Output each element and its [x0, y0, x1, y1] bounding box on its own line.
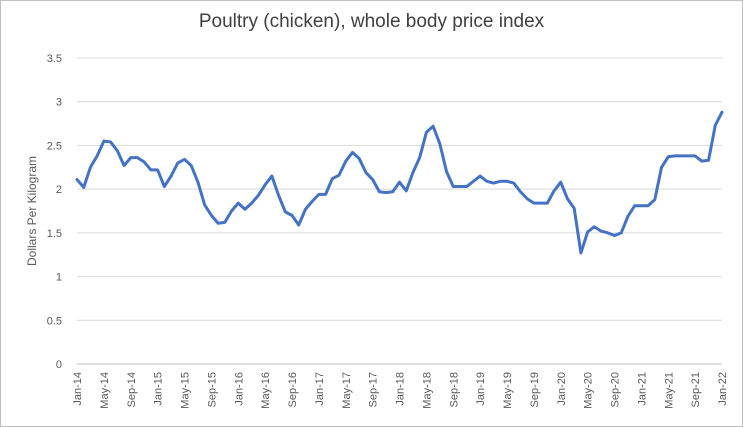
x-tick-label: Jan-18 [395, 372, 407, 406]
x-tick-label: May-19 [502, 372, 514, 409]
series-group [75, 110, 724, 255]
y-tick-label: 3.5 [47, 53, 62, 65]
x-tick-label: Jan-14 [72, 372, 84, 406]
y-axis-label: Dollars Per Kilogram [25, 156, 39, 266]
series-line [75, 110, 724, 255]
x-tick-label: Jan-19 [475, 372, 487, 406]
x-tick-label: May-16 [260, 372, 272, 409]
y-tick-label: 2 [56, 184, 62, 196]
x-tick-label: Jan-20 [556, 372, 568, 406]
y-tick-label: 0 [56, 359, 62, 371]
x-tick-label: Sep-15 [206, 372, 218, 407]
y-tick-label: 0.5 [47, 315, 62, 327]
x-tick-label: May-17 [341, 372, 353, 409]
x-tick-label: Jan-21 [636, 372, 648, 406]
x-tick-label: Sep-18 [448, 372, 460, 407]
x-tick-label: Sep-17 [368, 372, 380, 407]
y-tick-label: 1.5 [47, 228, 62, 240]
x-tick-label: Jan-16 [233, 372, 245, 406]
x-axis-ticks: Jan-14 May-14 Sep-14 Jan-15 May-15 Sep-15 Jan-… [72, 372, 729, 409]
x-tick-label: Sep-20 [610, 372, 622, 407]
x-tick-label: May-20 [583, 372, 595, 409]
x-tick-label: May-15 [180, 372, 192, 409]
x-tick-label: Jan-22 [717, 372, 729, 406]
x-tick-label: Sep-19 [529, 372, 541, 407]
y-tick-label: 2.5 [47, 140, 62, 152]
x-tick-label: Jan-17 [314, 372, 326, 406]
y-tick-label: 3 [56, 97, 62, 109]
x-tick-label: May-18 [421, 372, 433, 409]
chart-title: Poultry (chicken), whole body price inde… [198, 11, 545, 32]
x-tick-label: Jan-15 [153, 372, 165, 406]
gridlines [77, 57, 722, 365]
y-axis-ticks: 0 0.5 1 1.5 2 2.5 3 3.5 [47, 53, 62, 371]
x-tick-label: Sep-16 [287, 372, 299, 407]
x-tick-label: Sep-14 [126, 372, 138, 407]
x-tick-label: May-21 [663, 372, 675, 409]
x-tick-label: Sep-21 [690, 372, 702, 407]
x-tick-label: May-14 [99, 372, 111, 409]
y-tick-label: 1 [56, 272, 62, 284]
